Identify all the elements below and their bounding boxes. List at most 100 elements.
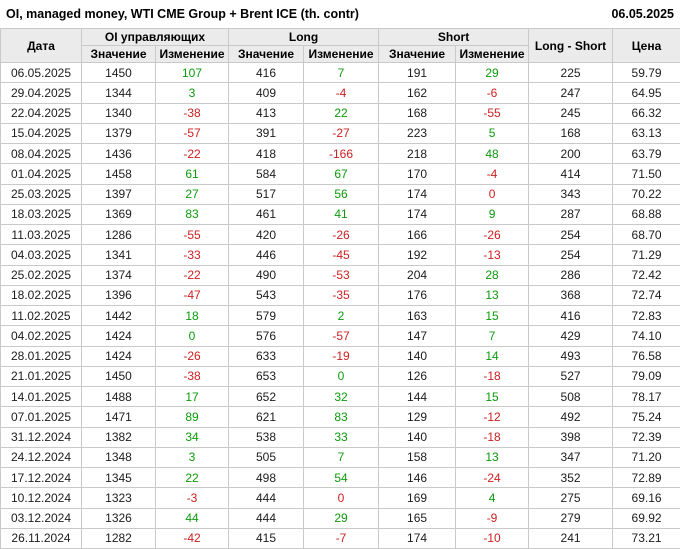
cell-long_chg: -166 <box>304 144 379 164</box>
cell-date: 04.02.2025 <box>1 326 82 346</box>
report-date: 06.05.2025 <box>611 7 674 21</box>
cell-date: 18.02.2025 <box>1 285 82 305</box>
cell-long: 490 <box>229 265 304 285</box>
cell-ls: 287 <box>529 204 613 224</box>
cell-short: 174 <box>379 528 456 548</box>
cell-ls: 247 <box>529 83 613 103</box>
col-header-oi-change: Изменение <box>156 46 229 63</box>
cell-long: 543 <box>229 285 304 305</box>
cell-oi: 1450 <box>82 63 156 83</box>
cell-oi_chg: -33 <box>156 245 229 265</box>
cell-ls: 275 <box>529 488 613 508</box>
cell-date: 24.12.2024 <box>1 447 82 467</box>
cell-price: 78.17 <box>613 387 680 407</box>
cell-ls: 254 <box>529 225 613 245</box>
col-header-long-short: Long - Short <box>529 29 613 63</box>
col-header-price: Цена <box>613 29 680 63</box>
cell-short_chg: -26 <box>456 225 529 245</box>
col-header-long-value: Значение <box>229 46 304 63</box>
cell-short: 192 <box>379 245 456 265</box>
cell-long: 633 <box>229 346 304 366</box>
title-bar: OI, managed money, WTI CME Group + Brent… <box>0 0 680 28</box>
cell-long_chg: 32 <box>304 387 379 407</box>
cell-price: 72.42 <box>613 265 680 285</box>
cell-short: 158 <box>379 447 456 467</box>
cell-long: 652 <box>229 387 304 407</box>
cell-price: 73.21 <box>613 528 680 548</box>
cell-oi: 1345 <box>82 468 156 488</box>
cell-short: 126 <box>379 366 456 386</box>
cell-short_chg: -9 <box>456 508 529 528</box>
cell-short_chg: -4 <box>456 164 529 184</box>
cell-oi_chg: 22 <box>156 468 229 488</box>
cell-short_chg: -18 <box>456 366 529 386</box>
cell-long_chg: 22 <box>304 103 379 123</box>
col-group-long: Long <box>229 29 379 46</box>
col-header-long-change: Изменение <box>304 46 379 63</box>
col-header-short-change: Изменение <box>456 46 529 63</box>
cell-oi: 1323 <box>82 488 156 508</box>
cell-oi_chg: -22 <box>156 144 229 164</box>
cell-oi: 1341 <box>82 245 156 265</box>
cell-ls: 508 <box>529 387 613 407</box>
cell-price: 75.24 <box>613 407 680 427</box>
cell-ls: 343 <box>529 184 613 204</box>
cell-ls: 527 <box>529 366 613 386</box>
cell-long_chg: -26 <box>304 225 379 245</box>
cell-price: 69.92 <box>613 508 680 528</box>
cell-date: 01.04.2025 <box>1 164 82 184</box>
cell-date: 03.12.2024 <box>1 508 82 528</box>
cell-short_chg: -6 <box>456 83 529 103</box>
cell-oi: 1382 <box>82 427 156 447</box>
cell-short: 191 <box>379 63 456 83</box>
cell-price: 63.13 <box>613 123 680 143</box>
cell-ls: 168 <box>529 123 613 143</box>
cell-ls: 414 <box>529 164 613 184</box>
cell-price: 74.10 <box>613 326 680 346</box>
cell-oi_chg: 0 <box>156 326 229 346</box>
cell-oi: 1424 <box>82 346 156 366</box>
cell-ls: 352 <box>529 468 613 488</box>
cell-short: 163 <box>379 306 456 326</box>
cell-long_chg: -57 <box>304 326 379 346</box>
cell-price: 68.70 <box>613 225 680 245</box>
cell-short_chg: -10 <box>456 528 529 548</box>
cell-price: 72.83 <box>613 306 680 326</box>
cell-oi: 1286 <box>82 225 156 245</box>
cell-date: 14.01.2025 <box>1 387 82 407</box>
cell-date: 11.02.2025 <box>1 306 82 326</box>
cell-long_chg: 33 <box>304 427 379 447</box>
cell-long: 517 <box>229 184 304 204</box>
cell-long: 584 <box>229 164 304 184</box>
cell-short_chg: 4 <box>456 488 529 508</box>
cell-short: 223 <box>379 123 456 143</box>
cell-oi: 1471 <box>82 407 156 427</box>
cell-date: 04.03.2025 <box>1 245 82 265</box>
cell-ls: 286 <box>529 265 613 285</box>
cell-oi: 1396 <box>82 285 156 305</box>
cell-short: 144 <box>379 387 456 407</box>
cell-ls: 245 <box>529 103 613 123</box>
cell-long: 505 <box>229 447 304 467</box>
cell-ls: 254 <box>529 245 613 265</box>
cell-oi: 1488 <box>82 387 156 407</box>
cell-long_chg: -19 <box>304 346 379 366</box>
cell-short_chg: 9 <box>456 204 529 224</box>
cell-oi_chg: -22 <box>156 265 229 285</box>
cell-ls: 368 <box>529 285 613 305</box>
cell-short_chg: 13 <box>456 285 529 305</box>
cell-short: 170 <box>379 164 456 184</box>
cell-short_chg: -13 <box>456 245 529 265</box>
